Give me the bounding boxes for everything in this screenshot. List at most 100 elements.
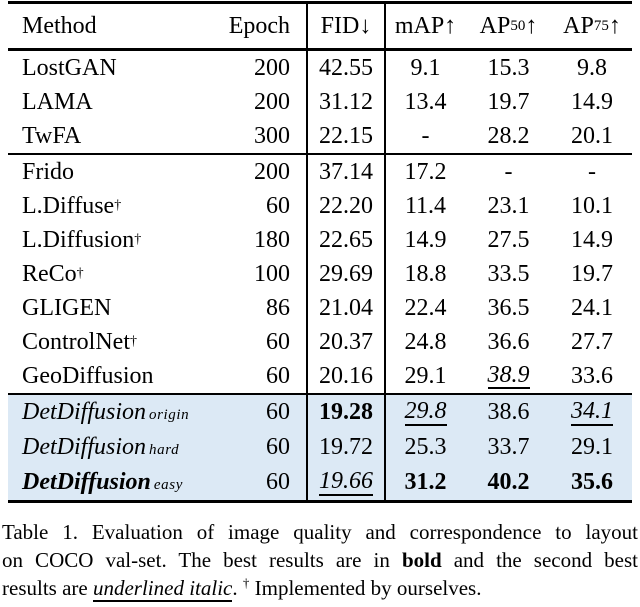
top-rule — [8, 1, 632, 4]
cell-ap75: 35.6 — [571, 469, 613, 495]
table-row-reco: ReCo † 100 29.69 18.8 33.5 19.7 — [8, 257, 632, 291]
cell-ap50: 38.9 — [487, 361, 530, 390]
cell-epoch: 60 — [266, 469, 290, 495]
cell-ap75: 20.1 — [571, 122, 613, 149]
table-caption: Table 1. Evaluation of image quality and… — [0, 518, 640, 602]
cell-ap50: 36.5 — [487, 294, 530, 321]
cell-ap50: 19.7 — [487, 88, 530, 115]
cell-ap75: 34.1 — [571, 398, 613, 426]
cell-fid: 22.65 — [306, 223, 386, 257]
cell-ap50: 33.5 — [487, 260, 530, 287]
dagger-footnote-mark: † — [242, 575, 250, 590]
caption-line-1: Table 1. Evaluation of image quality and… — [2, 520, 638, 544]
cell-method: TwFA — [22, 122, 82, 149]
cell-method: DetDiffusion easy — [22, 469, 183, 495]
section-rule-2 — [8, 393, 632, 395]
cell-ap75: 24.1 — [571, 294, 613, 321]
cell-ap75: 10.1 — [571, 192, 613, 219]
cell-epoch: 60 — [266, 192, 290, 219]
table-row-ldiffuse: L.Diffuse † 60 22.20 11.4 23.1 10.1 — [8, 189, 632, 223]
cell-fid: 31.12 — [306, 85, 386, 119]
table-row-controlnet: ControlNet † 60 20.37 24.8 36.6 27.7 — [8, 325, 632, 359]
cell-map: 29.1 — [404, 362, 447, 389]
col-header-ap75: AP 75 ↑ — [563, 12, 621, 39]
cell-ap75: - — [588, 158, 596, 185]
col-header-epoch: Epoch — [228, 12, 290, 39]
cell-fid: 20.37 — [306, 325, 386, 359]
cell-map: 29.8 — [404, 398, 447, 426]
cell-epoch: 200 — [254, 54, 290, 81]
cell-epoch: 86 — [266, 294, 290, 321]
col-header-fid: FID↓ — [306, 4, 386, 48]
caption-bold-word: bold — [401, 548, 442, 572]
table-row-detdiffusion-hard: DetDiffusion hard 60 19.72 25.3 33.7 29.1 — [8, 430, 632, 465]
cell-ap75: 19.7 — [571, 260, 613, 287]
cell-ap50: 23.1 — [487, 192, 530, 219]
cell-method: ReCo † — [22, 260, 84, 287]
cell-ap75: 14.9 — [571, 88, 613, 115]
cell-ap75: 9.8 — [577, 54, 607, 81]
table-row-geodiffusion: GeoDiffusion 60 20.16 29.1 38.9 33.6 — [8, 359, 632, 393]
cell-fid: 29.69 — [306, 257, 386, 291]
cell-ap75: 29.1 — [571, 434, 613, 460]
cell-fid: 20.16 — [306, 359, 386, 393]
cell-map: 11.4 — [404, 192, 447, 219]
cell-map: 13.4 — [404, 88, 447, 115]
cell-fid: 22.20 — [306, 189, 386, 223]
cell-method: ControlNet † — [22, 328, 137, 355]
cell-map: 31.2 — [404, 469, 447, 495]
cell-method: DetDiffusion origin — [22, 399, 190, 425]
col-header-ap50: AP 50 ↑ — [479, 12, 538, 39]
header-rule — [8, 48, 632, 51]
cell-method: LAMA — [22, 88, 93, 115]
cell-fid: 19.72 — [306, 430, 386, 465]
cell-method: GeoDiffusion — [22, 362, 154, 389]
cell-fid: 19.28 — [306, 395, 386, 430]
cell-epoch: 180 — [254, 226, 290, 253]
cell-epoch: 60 — [266, 328, 290, 355]
cell-method: Frido — [22, 158, 75, 185]
caption-line-2: on COCO val-set. The best results are in… — [2, 548, 638, 572]
cell-fid: 22.15 — [306, 119, 386, 153]
cell-epoch: 60 — [266, 434, 290, 460]
cell-epoch: 60 — [266, 362, 290, 389]
cell-ap50: 36.6 — [487, 328, 530, 355]
header-row: Method Epoch FID↓ mAP↑ AP 50 ↑ AP 75 ↑ — [8, 4, 632, 48]
cell-map: 18.8 — [404, 260, 447, 287]
bottom-rule — [8, 500, 632, 503]
table-row-lama: LAMA 200 31.12 13.4 19.7 14.9 — [8, 85, 632, 119]
cell-fid: 42.55 — [306, 51, 386, 85]
section-rule-1 — [8, 153, 632, 155]
table-row-twfa: TwFA 300 22.15 - 28.2 20.1 — [8, 119, 632, 153]
highlighted-section: DetDiffusion origin 60 19.28 29.8 38.6 34… — [8, 395, 632, 500]
cell-method: L.Diffuse † — [22, 192, 122, 219]
caption-underlined-italic-word: underlined italic — [92, 576, 233, 602]
cell-epoch: 200 — [254, 88, 290, 115]
cell-ap50: 15.3 — [487, 54, 530, 81]
cell-method: LostGAN — [22, 54, 117, 81]
cell-ap75: 33.6 — [571, 362, 613, 389]
cell-ap75: 14.9 — [571, 226, 613, 253]
cell-ap50: 33.7 — [487, 434, 530, 460]
cell-epoch: 100 — [254, 260, 290, 287]
cell-ap75: 27.7 — [571, 328, 613, 355]
table-row-detdiffusion-easy: DetDiffusion easy 60 19.66 31.2 40.2 35.6 — [8, 465, 632, 500]
results-table: Method Epoch FID↓ mAP↑ AP 50 ↑ AP 75 ↑ LostG… — [8, 1, 632, 503]
table-row-lostgan: LostGAN 200 42.55 9.1 15.3 9.8 — [8, 51, 632, 85]
cell-map: 24.8 — [404, 328, 447, 355]
cell-ap50: 38.6 — [487, 399, 530, 425]
cell-method: L.Diffusion † — [22, 226, 142, 253]
caption-line-3: results are underlined italic. † Impleme… — [2, 575, 482, 602]
cell-epoch: 60 — [266, 399, 290, 425]
col-header-map: mAP↑ — [394, 12, 457, 39]
cell-fid: 19.66 — [306, 465, 386, 500]
cell-fid: 37.14 — [306, 155, 386, 189]
table-row-ldiffusion: L.Diffusion † 180 22.65 14.9 27.5 14.9 — [8, 223, 632, 257]
table-row-frido: Frido 200 37.14 17.2 - - — [8, 155, 632, 189]
cell-ap50: 40.2 — [487, 469, 530, 495]
cell-epoch: 300 — [254, 122, 290, 149]
cell-map: 14.9 — [404, 226, 447, 253]
table-row-detdiffusion-origin: DetDiffusion origin 60 19.28 29.8 38.6 34… — [8, 395, 632, 430]
cell-fid: 21.04 — [306, 291, 386, 325]
